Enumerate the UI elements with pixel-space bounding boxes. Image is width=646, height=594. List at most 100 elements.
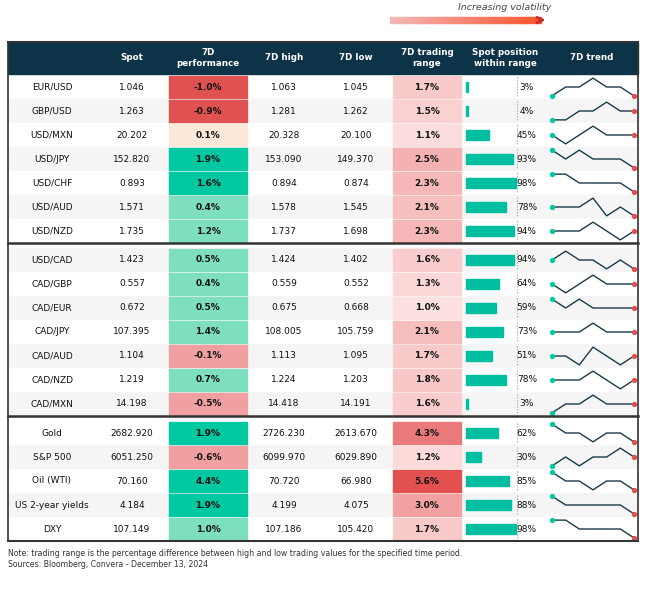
Text: 1.9%: 1.9% [196, 428, 220, 438]
Bar [393, 76, 461, 98]
Text: 0.672: 0.672 [119, 304, 145, 312]
Text: 1.7%: 1.7% [415, 525, 439, 533]
Bar [8, 445, 638, 469]
Bar [393, 124, 461, 146]
Text: 0.5%: 0.5% [196, 304, 220, 312]
Bar [8, 296, 638, 320]
Bar [428, 17, 432, 23]
Text: 1.2%: 1.2% [196, 226, 220, 235]
Bar [169, 393, 247, 415]
Bar [466, 255, 514, 266]
Bar [8, 42, 638, 74]
Bar [393, 369, 461, 391]
Text: USD/CAD: USD/CAD [31, 255, 73, 264]
Bar [416, 17, 421, 23]
Text: 1.203: 1.203 [343, 375, 369, 384]
Text: 62%: 62% [517, 428, 537, 438]
Bar [393, 470, 461, 492]
Bar [169, 148, 247, 170]
Bar [461, 17, 466, 23]
Text: 1.0%: 1.0% [196, 525, 220, 533]
Bar [169, 100, 247, 122]
Text: 149.370: 149.370 [337, 154, 375, 163]
Text: 2.3%: 2.3% [415, 226, 439, 235]
Bar [8, 195, 638, 219]
Text: 1.263: 1.263 [119, 106, 145, 115]
Text: 6099.970: 6099.970 [262, 453, 306, 462]
Text: Sources: Bloomberg, Convera - December 13, 2024: Sources: Bloomberg, Convera - December 1… [8, 560, 208, 569]
Bar [169, 124, 247, 146]
Bar [532, 17, 537, 23]
Bar [393, 273, 461, 295]
Text: DXY: DXY [43, 525, 61, 533]
Text: 7D trading
range: 7D trading range [401, 48, 453, 68]
Bar [466, 81, 468, 93]
Text: 4%: 4% [520, 106, 534, 115]
Bar [450, 17, 454, 23]
Bar [457, 17, 462, 23]
Text: 0.894: 0.894 [271, 179, 297, 188]
Bar [169, 345, 247, 367]
Bar [169, 422, 247, 444]
Text: 0.4%: 0.4% [196, 203, 220, 211]
Text: 1.8%: 1.8% [415, 375, 439, 384]
Bar [393, 345, 461, 367]
Bar [466, 476, 509, 486]
Bar [169, 494, 247, 516]
Text: 1.7%: 1.7% [415, 352, 439, 361]
Bar [466, 129, 489, 140]
Text: 7D high: 7D high [265, 53, 303, 62]
Text: 1.1%: 1.1% [415, 131, 439, 140]
Text: 1.578: 1.578 [271, 203, 297, 211]
Text: 2682.920: 2682.920 [110, 428, 153, 438]
Text: 1.6%: 1.6% [196, 179, 220, 188]
Bar [503, 17, 506, 23]
Text: 88%: 88% [517, 501, 537, 510]
Text: 1.402: 1.402 [343, 255, 369, 264]
Bar [476, 17, 481, 23]
Bar [169, 76, 247, 98]
Bar [466, 201, 506, 213]
Text: 94%: 94% [517, 255, 537, 264]
Text: 14.198: 14.198 [116, 400, 148, 409]
Text: Oil (WTI): Oil (WTI) [32, 476, 72, 485]
Text: 64%: 64% [517, 280, 537, 289]
Bar [466, 428, 497, 438]
Bar [390, 17, 394, 23]
Bar [8, 493, 638, 517]
Bar [517, 17, 522, 23]
Bar [466, 350, 492, 361]
Text: 85%: 85% [517, 476, 537, 485]
Text: 107.149: 107.149 [114, 525, 151, 533]
Bar [432, 17, 435, 23]
Bar [393, 100, 461, 122]
Text: 1.424: 1.424 [271, 255, 297, 264]
Text: 1.113: 1.113 [271, 352, 297, 361]
Bar [466, 375, 506, 386]
Text: 1.735: 1.735 [119, 226, 145, 235]
Text: 70.160: 70.160 [116, 476, 148, 485]
Bar [169, 172, 247, 194]
Bar [466, 226, 514, 236]
Bar [8, 392, 638, 416]
Text: 73%: 73% [517, 327, 537, 336]
Bar [472, 17, 477, 23]
Text: 14.418: 14.418 [268, 400, 300, 409]
Bar [8, 344, 638, 368]
Bar [466, 399, 468, 409]
Text: 4.4%: 4.4% [196, 476, 220, 485]
Text: 1.045: 1.045 [343, 83, 369, 91]
Text: 4.184: 4.184 [120, 501, 145, 510]
Bar [169, 249, 247, 271]
Bar [469, 17, 473, 23]
Text: 1.224: 1.224 [271, 375, 297, 384]
Text: -0.1%: -0.1% [194, 352, 222, 361]
Text: 7D trend: 7D trend [570, 53, 614, 62]
Text: 5.6%: 5.6% [415, 476, 439, 485]
Bar [8, 75, 638, 99]
Bar [8, 517, 638, 541]
Text: 78%: 78% [517, 203, 537, 211]
Text: USD/NZD: USD/NZD [31, 226, 73, 235]
Text: 14.191: 14.191 [340, 400, 371, 409]
Bar [169, 321, 247, 343]
